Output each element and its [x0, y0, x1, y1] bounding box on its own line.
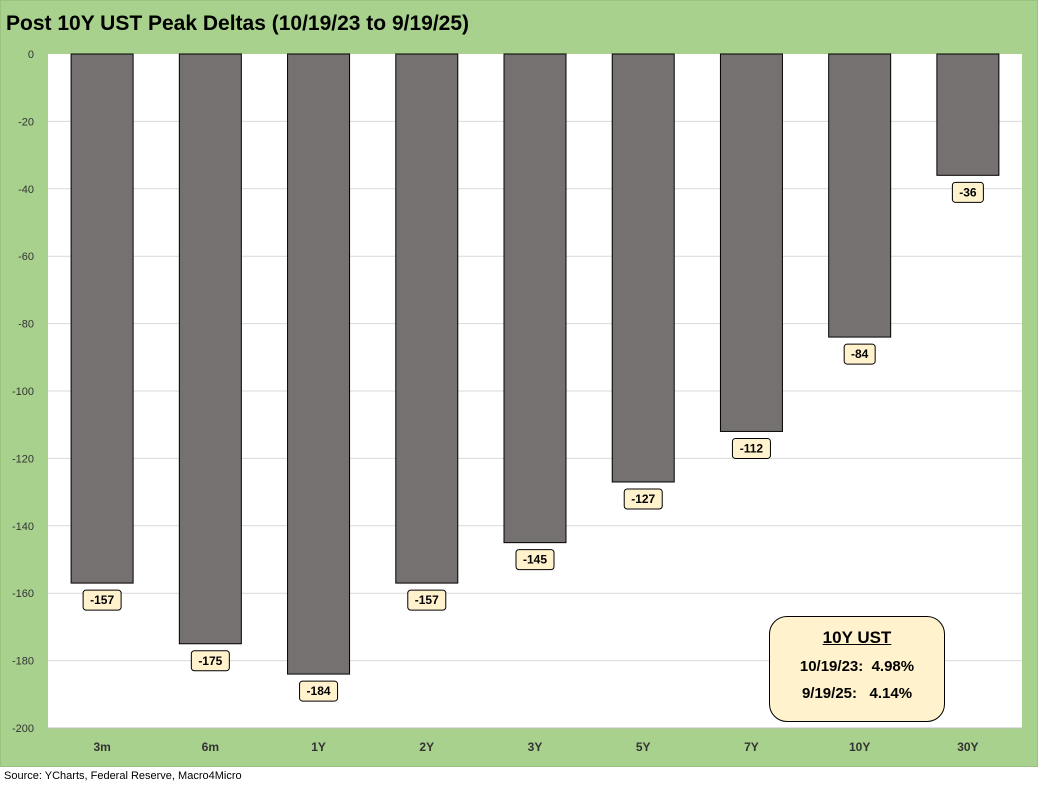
source-note: Source: YCharts, Federal Reserve, Macro4… — [4, 770, 242, 782]
bar — [395, 53, 459, 584]
data-label: -184 — [307, 684, 331, 698]
data-label-box — [515, 549, 555, 571]
y-tick-label: -140 — [12, 521, 34, 533]
bar — [611, 53, 675, 483]
data-label-box — [731, 437, 771, 459]
bar — [503, 53, 567, 544]
y-tick-label: -40 — [18, 184, 34, 196]
y-tick-label: -200 — [12, 723, 34, 735]
data-label-box — [623, 488, 663, 510]
y-tick-label: -60 — [18, 251, 34, 263]
data-label: -84 — [851, 347, 869, 361]
y-tick-label: -80 — [18, 319, 34, 331]
bar — [828, 53, 892, 338]
bar — [178, 53, 242, 645]
x-tick-label: 7Y — [744, 740, 759, 754]
y-tick-label: -180 — [12, 656, 34, 668]
bar — [719, 53, 783, 432]
x-tick-label: 1Y — [311, 740, 326, 754]
data-label-box — [843, 343, 876, 365]
x-tick-label: 3m — [93, 740, 110, 754]
data-label: -157 — [90, 593, 114, 607]
y-tick-label: -120 — [12, 453, 34, 465]
data-label: -157 — [415, 593, 439, 607]
legend-box: 10Y UST 10/19/23: 4.98% 9/19/25: 4.14% — [769, 616, 945, 722]
legend-title: 10Y UST — [822, 628, 892, 647]
x-tick-label: 3Y — [528, 740, 543, 754]
legend-line-start: 10/19/23: 4.98% — [799, 658, 915, 675]
data-label-box — [190, 650, 230, 672]
y-tick-label: -160 — [12, 588, 34, 600]
data-label: -112 — [740, 441, 764, 455]
x-tick-label: 5Y — [636, 740, 651, 754]
data-label: -175 — [198, 654, 222, 668]
x-tick-label: 30Y — [957, 740, 978, 754]
bar — [936, 53, 1000, 176]
data-label: -127 — [631, 492, 655, 506]
data-label-box — [82, 589, 122, 611]
data-label-box — [407, 589, 447, 611]
bar — [287, 53, 351, 675]
x-tick-label: 6m — [202, 740, 219, 754]
y-tick-label: -100 — [12, 386, 34, 398]
data-label: -145 — [523, 553, 547, 567]
bar — [70, 53, 134, 584]
y-tick-label: -20 — [18, 116, 34, 128]
x-tick-label: 2Y — [419, 740, 434, 754]
y-tick-label: 0 — [28, 49, 34, 61]
data-label-box — [951, 181, 984, 203]
chart-title: Post 10Y UST Peak Deltas (10/19/23 to 9/… — [6, 12, 470, 35]
bar-chart: 0 -20 -40 -60 -80 -100 -120 -140 -160 -180 -200 -15… — [12, 49, 1022, 754]
data-label: -36 — [959, 185, 977, 199]
data-label-box — [299, 680, 339, 702]
x-tick-label: 10Y — [849, 740, 870, 754]
legend-line-end: 9/19/25: 4.14% — [801, 685, 913, 702]
